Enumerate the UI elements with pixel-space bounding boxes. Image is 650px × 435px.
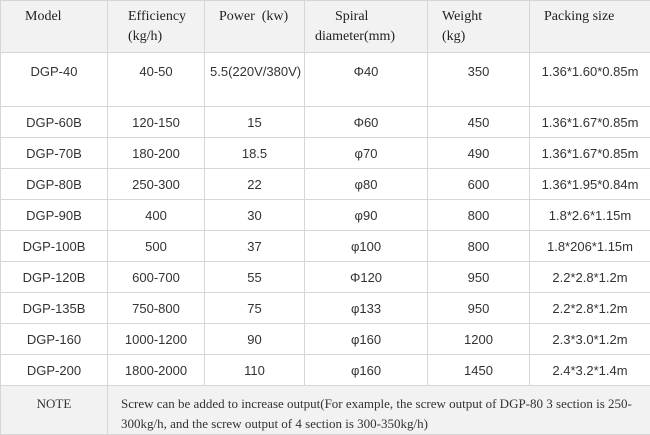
cell-weight: 1200: [428, 324, 530, 355]
cell-efficiency: 1800-2000: [108, 355, 205, 386]
cell-weight: 1450: [428, 355, 530, 386]
cell-power: 5.5(220V/380V): [205, 53, 305, 107]
cell-packing: 1.8*2.6*1.15m: [530, 200, 650, 231]
cell-packing: 2.3*3.0*1.2m: [530, 324, 650, 355]
cell-model: DGP-120B: [1, 262, 108, 293]
cell-model: DGP-40: [1, 53, 108, 107]
table-header: Model Efficiency (kg/h) Power (kw) Spira…: [1, 1, 650, 53]
cell-efficiency: 120-150: [108, 107, 205, 138]
table-row: DGP-100B 500 37 φ100 800 1.8*206*1.15m: [1, 231, 650, 262]
cell-efficiency: 600-700: [108, 262, 205, 293]
table-body: DGP-40 40-50 5.5(220V/380V) Φ40 350 1.36…: [1, 53, 650, 435]
cell-packing: 1.36*1.67*0.85m: [530, 107, 650, 138]
cell-packing: 1.36*1.95*0.84m: [530, 169, 650, 200]
header-weight-line1: Weight: [442, 7, 529, 27]
cell-model: DGP-80B: [1, 169, 108, 200]
cell-power: 75: [205, 293, 305, 324]
cell-spiral: Φ40: [305, 53, 428, 107]
cell-power: 37: [205, 231, 305, 262]
cell-model: DGP-70B: [1, 138, 108, 169]
cell-power: 30: [205, 200, 305, 231]
header-packing: Packing size: [530, 1, 650, 53]
cell-packing: 2.2*2.8*1.2m: [530, 293, 650, 324]
header-model-label: Model: [25, 9, 62, 24]
header-efficiency: Efficiency (kg/h): [108, 1, 205, 53]
cell-efficiency: 40-50: [108, 53, 205, 107]
cell-efficiency: 400: [108, 200, 205, 231]
cell-weight: 800: [428, 231, 530, 262]
header-efficiency-line2: (kg/h): [128, 27, 204, 47]
header-weight: Weight (kg): [428, 1, 530, 53]
header-weight-line2: (kg): [442, 27, 529, 47]
cell-weight: 450: [428, 107, 530, 138]
header-power-label: Power (kw): [219, 9, 288, 24]
cell-model: DGP-200: [1, 355, 108, 386]
header-efficiency-line1: Efficiency: [128, 7, 204, 27]
table-row: DGP-60B 120-150 15 Φ60 450 1.36*1.67*0.8…: [1, 107, 650, 138]
cell-model: DGP-135B: [1, 293, 108, 324]
cell-model: DGP-60B: [1, 107, 108, 138]
cell-weight: 950: [428, 262, 530, 293]
cell-spiral: Φ120: [305, 262, 428, 293]
cell-spiral: φ160: [305, 324, 428, 355]
cell-packing: 2.2*2.8*1.2m: [530, 262, 650, 293]
cell-spiral: φ70: [305, 138, 428, 169]
cell-weight: 950: [428, 293, 530, 324]
cell-weight: 490: [428, 138, 530, 169]
header-spiral-line2: diameter(mm): [315, 27, 427, 47]
cell-model: DGP-90B: [1, 200, 108, 231]
cell-power: 90: [205, 324, 305, 355]
cell-power: 18.5: [205, 138, 305, 169]
cell-power: 15: [205, 107, 305, 138]
header-row: Model Efficiency (kg/h) Power (kw) Spira…: [1, 1, 650, 53]
note-row: NOTE Screw can be added to increase outp…: [1, 386, 650, 435]
cell-model: DGP-100B: [1, 231, 108, 262]
table-row: DGP-120B 600-700 55 Φ120 950 2.2*2.8*1.2…: [1, 262, 650, 293]
header-spiral-line1: Spiral: [315, 7, 427, 27]
table-row: DGP-80B 250-300 22 φ80 600 1.36*1.95*0.8…: [1, 169, 650, 200]
note-label: NOTE: [1, 386, 108, 435]
header-spiral: Spiral diameter(mm): [305, 1, 428, 53]
cell-spiral: Φ60: [305, 107, 428, 138]
cell-spiral: φ160: [305, 355, 428, 386]
cell-packing: 1.8*206*1.15m: [530, 231, 650, 262]
table-row: DGP-160 1000-1200 90 φ160 1200 2.3*3.0*1…: [1, 324, 650, 355]
table-row: DGP-70B 180-200 18.5 φ70 490 1.36*1.67*0…: [1, 138, 650, 169]
cell-weight: 800: [428, 200, 530, 231]
header-power: Power (kw): [205, 1, 305, 53]
header-model: Model: [1, 1, 108, 53]
cell-efficiency: 180-200: [108, 138, 205, 169]
cell-packing: 1.36*1.60*0.85m: [530, 53, 650, 107]
cell-efficiency: 250-300: [108, 169, 205, 200]
cell-spiral: φ133: [305, 293, 428, 324]
table-row: DGP-200 1800-2000 110 φ160 1450 2.4*3.2*…: [1, 355, 650, 386]
cell-efficiency: 750-800: [108, 293, 205, 324]
note-text: Screw can be added to increase output(Fo…: [108, 386, 650, 435]
cell-spiral: φ80: [305, 169, 428, 200]
cell-spiral: φ100: [305, 231, 428, 262]
cell-power: 22: [205, 169, 305, 200]
cell-packing: 2.4*3.2*1.4m: [530, 355, 650, 386]
cell-power: 110: [205, 355, 305, 386]
cell-packing: 1.36*1.67*0.85m: [530, 138, 650, 169]
cell-model: DGP-160: [1, 324, 108, 355]
table-row: DGP-40 40-50 5.5(220V/380V) Φ40 350 1.36…: [1, 53, 650, 107]
cell-spiral: φ90: [305, 200, 428, 231]
cell-efficiency: 500: [108, 231, 205, 262]
cell-weight: 350: [428, 53, 530, 107]
cell-efficiency: 1000-1200: [108, 324, 205, 355]
header-packing-label: Packing size: [544, 9, 614, 24]
table-row: DGP-90B 400 30 φ90 800 1.8*2.6*1.15m: [1, 200, 650, 231]
cell-power: 55: [205, 262, 305, 293]
cell-weight: 600: [428, 169, 530, 200]
table-row: DGP-135B 750-800 75 φ133 950 2.2*2.8*1.2…: [1, 293, 650, 324]
